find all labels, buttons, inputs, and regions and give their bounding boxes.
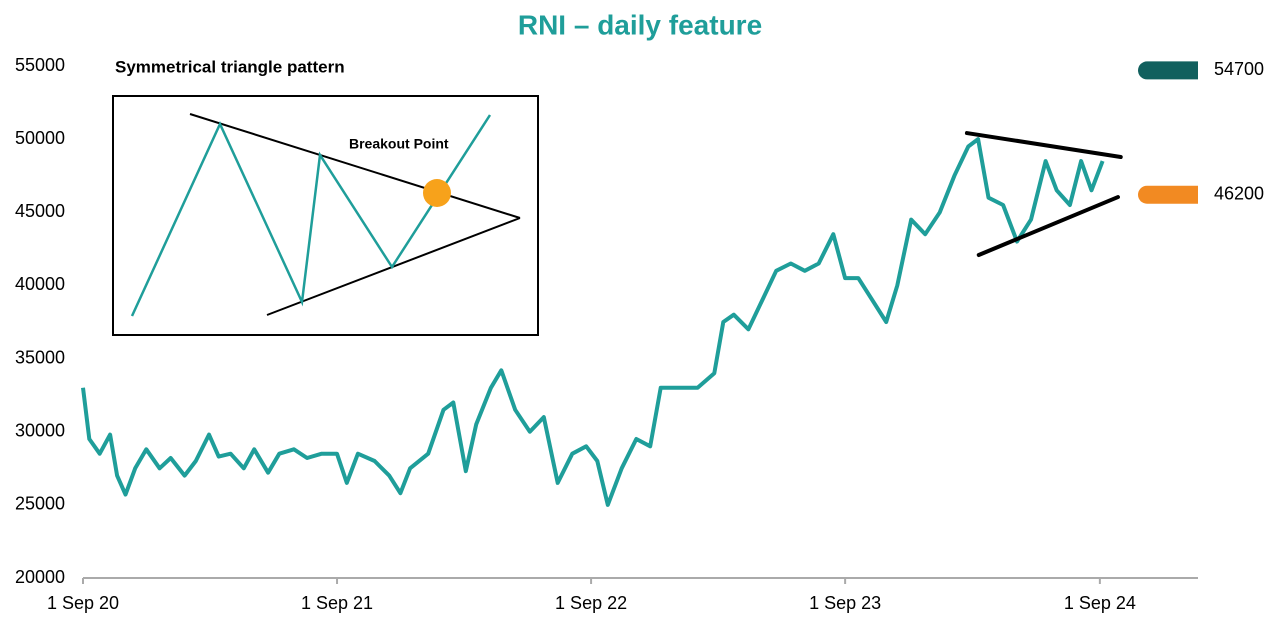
y-tick-label: 35000 bbox=[15, 347, 65, 367]
trendline bbox=[964, 131, 1123, 160]
value-marker bbox=[1138, 185, 1198, 204]
y-tick-label: 25000 bbox=[15, 494, 65, 514]
x-tick-label: 1 Sep 22 bbox=[555, 593, 627, 613]
x-tick-label: 1 Sep 23 bbox=[809, 593, 881, 613]
inset-title: Symmetrical triangle pattern bbox=[115, 57, 345, 76]
price-line bbox=[81, 137, 1105, 507]
y-tick-label: 45000 bbox=[15, 201, 65, 221]
chart-title: RNI – daily feature bbox=[518, 9, 762, 40]
trendline bbox=[976, 195, 1120, 258]
breakout-point bbox=[423, 179, 451, 207]
y-tick-label: 20000 bbox=[15, 567, 65, 587]
inset-frame bbox=[112, 95, 539, 336]
value-marker-label: 46200 bbox=[1214, 183, 1264, 203]
y-tick-label: 55000 bbox=[15, 55, 65, 75]
inset-upper-line bbox=[189, 113, 521, 219]
y-tick-label: 40000 bbox=[15, 274, 65, 294]
y-tick-label: 30000 bbox=[15, 420, 65, 440]
value-marker bbox=[1138, 61, 1198, 80]
y-tick-label: 50000 bbox=[15, 128, 65, 148]
x-tick-label: 1 Sep 24 bbox=[1064, 593, 1136, 613]
value-marker-label: 54700 bbox=[1214, 59, 1264, 79]
x-tick-label: 1 Sep 20 bbox=[47, 593, 119, 613]
x-tick-label: 1 Sep 21 bbox=[301, 593, 373, 613]
inset: Symmetrical triangle pattern Breakout Po… bbox=[112, 57, 539, 336]
inset-zigzag bbox=[130, 114, 492, 317]
inset-annotation: Breakout Point bbox=[349, 136, 449, 152]
